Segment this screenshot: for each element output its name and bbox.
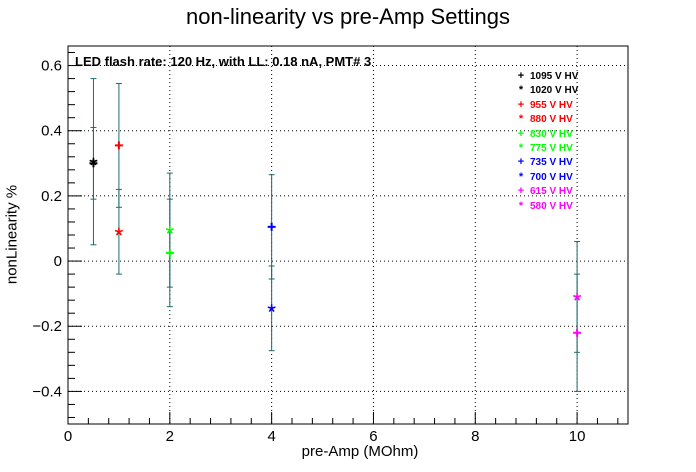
data-point-star	[165, 226, 174, 234]
legend-star-marker: *	[518, 113, 524, 126]
x-tick-label: 6	[369, 428, 377, 445]
data-point-star	[114, 227, 123, 236]
y-tick-label: 0	[54, 253, 62, 270]
data-point-star	[89, 157, 98, 166]
legend-plus-marker: +	[517, 156, 525, 169]
data-point-plus	[267, 222, 276, 231]
legend: +1095 V HV * 1020 V HV +955 V HV * 880 V HV +8…	[516, 70, 596, 214]
legend-item: * 775 V HV	[516, 142, 596, 156]
chart-title: non-linearity vs pre-Amp Settings	[185, 4, 511, 29]
x-axis-label: pre-Amp (MOhm)	[301, 443, 419, 460]
x-tick-label: 8	[471, 428, 479, 445]
legend-label: 955 V HV	[530, 99, 573, 111]
legend-star-marker: *	[518, 199, 524, 212]
legend-star-marker: *	[518, 141, 524, 154]
legend-label: 580 V HV	[530, 200, 573, 212]
legend-label: 735 V HV	[530, 157, 573, 169]
legend-label: 830 V HV	[530, 128, 573, 140]
legend-item: * 580 V HV	[516, 200, 596, 214]
legend-item: +1095 V HV	[516, 70, 596, 84]
legend-item: * 880 V HV	[516, 113, 596, 127]
legend-label: 1020 V HV	[530, 85, 579, 97]
y-tick-label: −0.2	[32, 318, 62, 335]
y-axis-label: nonLinearity %	[3, 184, 21, 285]
legend-item: +830 V HV	[516, 128, 596, 142]
legend-star-marker: *	[518, 84, 524, 97]
y-tick-label: 0.4	[41, 123, 62, 140]
legend-plus-marker: +	[517, 127, 525, 140]
legend-label: 775 V HV	[530, 142, 573, 154]
x-tick-label: 4	[267, 428, 275, 445]
legend-item: +735 V HV	[516, 156, 596, 170]
legend-item: * 700 V HV	[516, 171, 596, 185]
legend-plus-marker: +	[517, 98, 525, 111]
legend-label: 615 V HV	[530, 186, 573, 198]
data-point-star	[267, 304, 276, 313]
data-point-plus	[573, 328, 582, 337]
legend-plus-marker: +	[517, 70, 525, 82]
legend-plus-marker: +	[517, 185, 525, 198]
y-tick-label: 0.6	[41, 58, 62, 75]
x-tick-label: 10	[569, 428, 586, 445]
data-point-plus	[114, 141, 123, 150]
legend-item: +955 V HV	[516, 99, 596, 113]
x-tick-label: 0	[64, 428, 72, 445]
y-tick-label: −0.4	[32, 383, 62, 400]
legend-item: * 1020 V HV	[516, 84, 596, 98]
y-tick-label: 0.2	[41, 188, 62, 205]
legend-label: 700 V HV	[530, 171, 573, 183]
data-point-plus	[165, 248, 174, 257]
legend-item: +615 V HV	[516, 185, 596, 199]
chart-annotation: LED flash rate: 120 Hz, with LL: 0.18 nA…	[75, 54, 372, 69]
legend-label: 880 V HV	[530, 114, 573, 126]
legend-label: 1095 V HV	[530, 71, 579, 82]
x-tick-label: 2	[166, 428, 174, 445]
legend-star-marker: *	[518, 170, 524, 183]
data-point-star	[573, 292, 582, 301]
